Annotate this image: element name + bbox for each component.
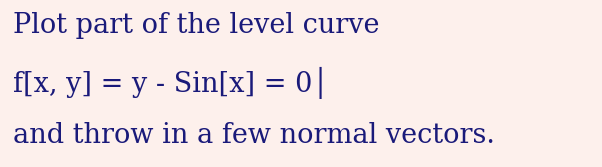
Text: Plot part of the level curve: Plot part of the level curve — [13, 12, 380, 39]
Text: and throw in a few normal vectors.: and throw in a few normal vectors. — [13, 122, 495, 149]
Text: f[x, y] = y - Sin[x] = 0│: f[x, y] = y - Sin[x] = 0│ — [13, 67, 329, 99]
